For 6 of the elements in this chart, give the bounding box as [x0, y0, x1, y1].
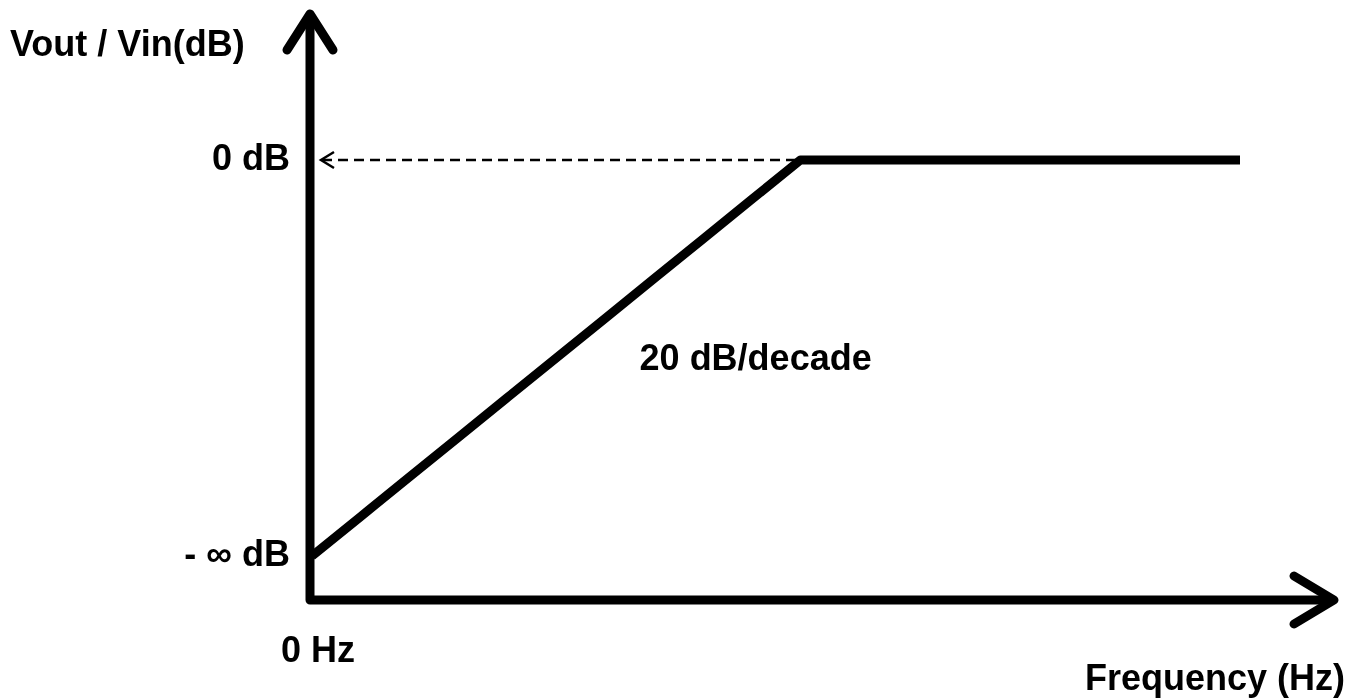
text: 0 dB [211, 136, 290, 178]
x-axis-title: Frequency (Hz) [1084, 656, 1345, 698]
annotation: 20 dB/decade [639, 337, 872, 379]
y-axis-title: Vout / Vin(dB) [10, 22, 245, 64]
text: - ∞ dB [184, 532, 290, 574]
text: 0 Hz [280, 628, 356, 670]
